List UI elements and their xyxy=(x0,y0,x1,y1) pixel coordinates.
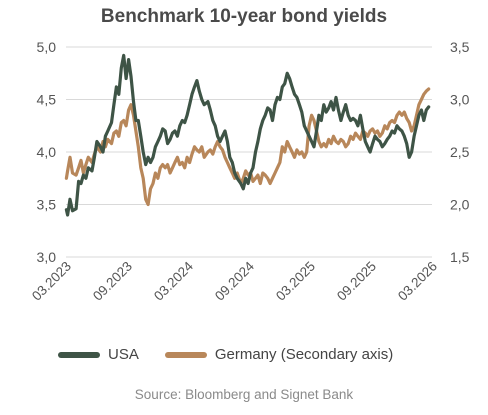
x-tick-label: 03.2026 xyxy=(395,259,440,304)
y-right-tick-label: 2,5 xyxy=(450,144,470,160)
y-axis-right: 1,5 2,0 2,5 3,0 3,5 xyxy=(450,39,470,265)
legend-item-usa: USA xyxy=(58,346,139,363)
y-left-tick-label: 3,5 xyxy=(37,197,57,213)
y-left-tick-label: 4,5 xyxy=(37,92,57,108)
source-note: Source: Bloomberg and Signet Bank xyxy=(134,387,354,402)
x-tick-label: 03.2024 xyxy=(151,258,196,303)
legend: USA Germany (Secondary axis) xyxy=(58,346,419,363)
y-left-tick-label: 4,0 xyxy=(37,144,57,160)
chart-title: Benchmark 10-year bond yields xyxy=(100,6,388,27)
y-right-tick-label: 3,0 xyxy=(450,92,470,108)
y-axis-left: 3,0 3,5 4,0 4,5 5,0 xyxy=(37,39,57,265)
x-tick-label: 09.2024 xyxy=(212,258,257,303)
legend-label-germany: Germany (Secondary axis) xyxy=(214,346,394,363)
x-tick-label: 03.2025 xyxy=(273,259,318,304)
y-right-tick-label: 3,5 xyxy=(450,39,470,55)
legend-swatch-usa xyxy=(58,351,100,358)
series-line-germany xyxy=(64,87,431,207)
x-tick-label: 09.2023 xyxy=(90,259,135,304)
x-axis: 03.2023 09.2023 03.2024 09.2024 03.2025 09.20… xyxy=(29,258,440,303)
series-lines xyxy=(64,53,431,217)
legend-label-usa: USA xyxy=(108,346,139,363)
y-right-tick-label: 1,5 xyxy=(450,249,470,265)
y-left-tick-label: 3,0 xyxy=(37,249,57,265)
legend-swatch-germany xyxy=(164,351,207,358)
series-line-usa xyxy=(64,53,431,217)
y-right-tick-label: 2,0 xyxy=(450,197,470,213)
y-left-tick-label: 5,0 xyxy=(37,39,57,55)
x-tick-label: 03.2023 xyxy=(29,259,74,304)
x-tick-label: 09.2025 xyxy=(334,259,379,304)
legend-item-germany: Germany (Secondary axis) xyxy=(164,346,394,363)
